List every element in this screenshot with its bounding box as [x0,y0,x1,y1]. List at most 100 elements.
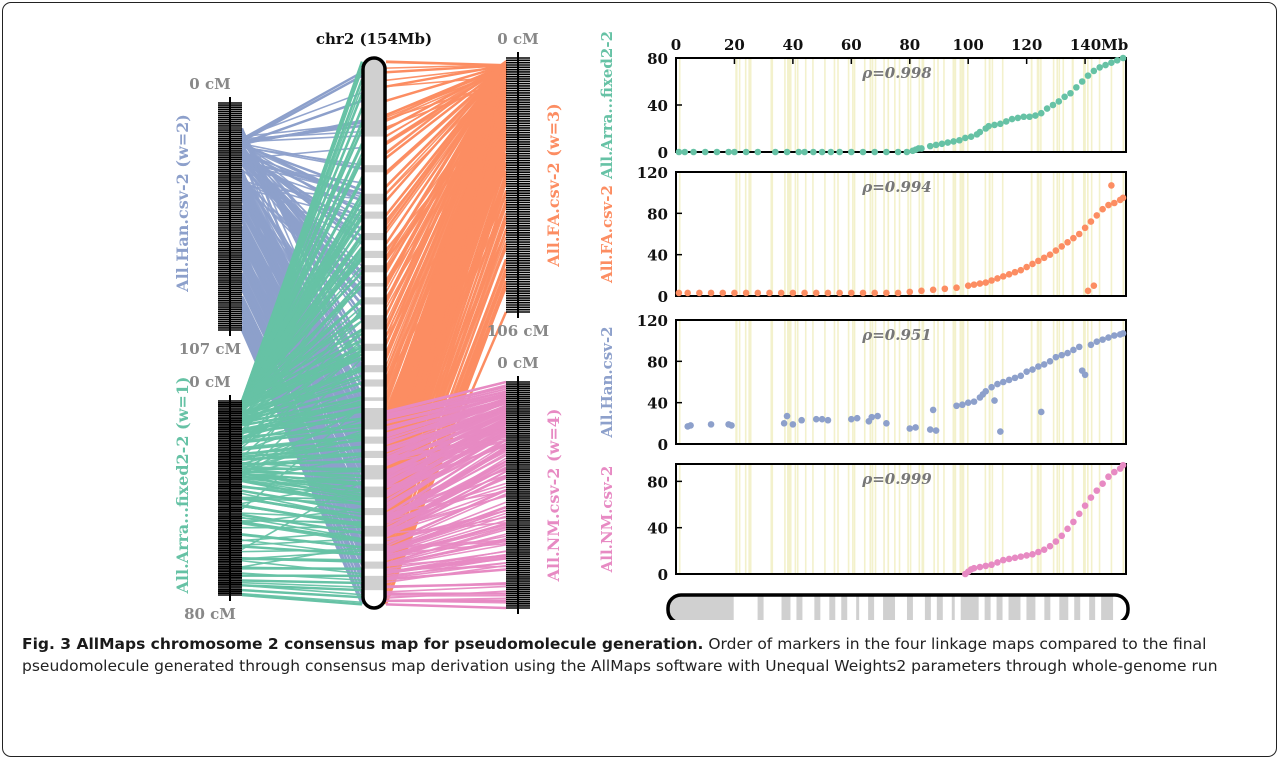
gap-band [863,58,866,152]
gap-band [787,464,789,574]
gap-band [804,58,807,152]
chromosome-body [363,58,385,608]
sequence-gap [781,595,791,620]
data-point [1026,113,1033,121]
data-point [1061,93,1068,101]
gap-band [771,58,774,152]
marker-link [241,592,363,604]
sequence-gap [363,265,385,273]
marker-link [241,410,363,432]
data-point [853,414,861,422]
gap-band [837,172,839,296]
gap-band [784,320,786,444]
data-point [1081,502,1089,509]
sequence-gap [829,595,836,620]
marker-link [241,474,363,499]
marker-link [385,64,507,131]
gap-band [921,464,924,574]
data-point [848,415,855,423]
gap-band [748,172,750,296]
data-point [675,148,683,156]
gap-band [894,58,896,152]
gap-band [1110,172,1113,296]
sequence-gap [1101,595,1114,620]
data-point [967,133,975,141]
marker-link [241,460,363,466]
marker-link [385,416,507,481]
data-point [824,289,832,297]
caption-text: Order of markers in the four linkage map… [22,635,1218,675]
gap-band [833,320,836,444]
gap-band [887,320,890,444]
gap-band [824,172,826,296]
data-point [1023,552,1030,559]
sequence-gap [363,486,385,498]
panel-frame [675,463,1127,575]
gap-band [735,464,738,574]
data-point [1020,113,1028,121]
sequence-gap [757,595,764,620]
sequence-gap [924,595,931,620]
data-point [1032,112,1039,119]
data-point [725,148,732,156]
data-point [1102,61,1109,69]
chromosome-outline [361,56,387,610]
data-point [1073,84,1080,91]
gap-band [1030,464,1033,574]
bottom-chromosome-gaps [668,595,1114,620]
gap-band [812,464,814,574]
data-point [1119,54,1127,62]
data-point [1023,368,1030,375]
data-point [991,397,998,404]
data-point [976,563,984,571]
marker-link [241,356,363,410]
gap-band [1098,320,1101,444]
gap-band [1087,172,1089,296]
marker-link [241,545,363,556]
gap-band [894,464,896,574]
gap-band [966,58,969,152]
data-point [1029,260,1036,268]
gap-band [794,172,797,296]
gap-band [984,172,987,296]
data-point [999,273,1007,280]
gap-band [1030,172,1033,296]
data-point [707,289,715,297]
marker-link [241,446,363,459]
sequence-gap [1074,595,1081,620]
gap-band [984,464,987,574]
map-top-label: 0 cM [497,354,538,372]
marker-link [241,370,363,416]
sequence-gap [951,595,955,620]
marker-link [385,400,507,445]
gap-band [991,172,994,296]
marker-link [241,388,363,422]
gap-band [869,172,872,296]
data-point [754,289,762,297]
gap-band [788,58,790,152]
gap-band [984,320,987,444]
data-point [1093,212,1101,219]
gap-band [922,172,925,296]
data-point [918,287,925,295]
data-point [713,148,721,156]
data-point [1108,59,1115,66]
data-point [991,121,998,129]
marker-links-layer [240,60,508,610]
gap-band [1122,464,1125,574]
gap-band [961,320,964,444]
marker-link [385,460,507,531]
data-point [1067,89,1074,97]
marker-link [385,471,507,535]
data-point [1070,518,1077,526]
data-point [1099,205,1106,213]
gap-band [789,58,792,152]
data-point [1111,199,1118,207]
gap-band [869,464,872,574]
data-point [766,289,773,297]
gap-band [874,58,877,152]
linkage-maps-layer: 0 cM 107 cM All.Han.csv-2 (w=2) 0 cM 106 cM A… [173,30,563,620]
data-point [871,148,879,156]
marker-link [241,367,363,415]
